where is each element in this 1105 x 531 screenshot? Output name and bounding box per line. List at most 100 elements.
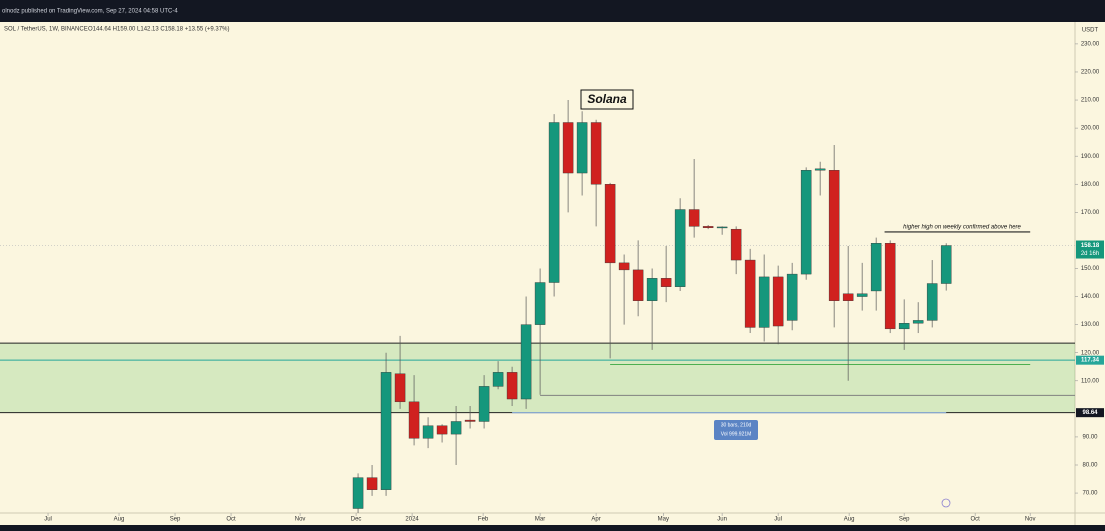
ohlc-legend: O144.64 H159.00 L142.13 C158.18 +13.55 (… xyxy=(88,27,229,33)
y-tick-label: 150.00 xyxy=(1081,266,1100,272)
candle-body xyxy=(744,259,756,328)
x-tick-label: Jun xyxy=(717,517,727,523)
x-tick-label: Nov xyxy=(295,517,306,523)
candle-body xyxy=(926,283,938,321)
x-tick-label: Aug xyxy=(114,517,125,523)
y-tick-label: 90.00 xyxy=(1082,434,1098,440)
candle-body xyxy=(632,269,644,301)
x-tick-label: Oct xyxy=(226,517,236,523)
price-tag-label: 158.18 xyxy=(1081,243,1100,249)
candle-body xyxy=(912,320,924,324)
x-tick-label: Aug xyxy=(844,517,855,523)
x-tick-label: 2024 xyxy=(405,517,419,523)
y-tick-label: 80.00 xyxy=(1082,463,1098,469)
candle-body xyxy=(716,226,728,229)
candle-body xyxy=(856,293,868,297)
y-tick-label: 180.00 xyxy=(1081,182,1100,188)
candle-body xyxy=(478,386,490,422)
candle-body xyxy=(702,226,714,228)
annotation-box xyxy=(580,89,634,110)
x-tick-label: Sep xyxy=(170,517,181,523)
price-tag xyxy=(1076,408,1104,418)
candle-body xyxy=(898,323,910,330)
x-tick-label: Dec xyxy=(351,517,362,523)
candle-body xyxy=(548,122,560,283)
y-tick-label: 70.00 xyxy=(1082,491,1098,497)
symbol-title: SOL / TetherUS, 1W, BINANCE xyxy=(4,27,88,33)
icon xyxy=(941,498,951,508)
x-tick-label: Mar xyxy=(535,517,545,523)
header-text: olnodz published on TradingView.com, Sep… xyxy=(2,9,178,15)
x-tick-label: Nov xyxy=(1025,517,1036,523)
measure-box xyxy=(714,420,758,440)
candle-body xyxy=(674,209,686,287)
candle-body xyxy=(786,273,798,321)
plot-area xyxy=(0,22,1075,513)
candle-body xyxy=(408,401,420,439)
y-tick-label: 220.00 xyxy=(1081,70,1100,76)
price-tag-label: 117.34 xyxy=(1081,358,1100,364)
countdown-label: 2d 16h xyxy=(1081,251,1099,257)
candle-body xyxy=(772,276,784,327)
candle-body xyxy=(394,373,406,403)
candle-body xyxy=(576,122,588,174)
price-unit: USDT xyxy=(1082,28,1099,34)
y-tick-label: 200.00 xyxy=(1081,126,1100,132)
candle-body xyxy=(828,170,840,301)
measure-label: 30 bars, 210d xyxy=(721,422,752,428)
candle-body xyxy=(800,170,812,275)
y-tick-label: 190.00 xyxy=(1081,154,1100,160)
candle-body xyxy=(464,419,476,422)
x-tick-label: Feb xyxy=(478,517,489,523)
price-tag-label: 98.64 xyxy=(1082,410,1098,416)
candle-body xyxy=(534,282,546,325)
y-tick-label: 230.00 xyxy=(1081,41,1100,47)
candle-body xyxy=(870,243,882,292)
candle-body xyxy=(842,293,854,301)
x-tick-label: Sep xyxy=(899,517,910,523)
candle-body xyxy=(506,372,518,400)
y-tick-label: 130.00 xyxy=(1081,322,1100,328)
candle-body xyxy=(450,421,462,435)
candle-body xyxy=(422,425,434,439)
y-tick-label: 110.00 xyxy=(1081,378,1100,384)
price-tag xyxy=(1076,240,1104,259)
header-bar xyxy=(0,0,1105,22)
candle-body xyxy=(758,276,770,328)
candle-body xyxy=(436,425,448,435)
candle-body xyxy=(660,278,672,287)
candle-body xyxy=(352,477,364,509)
candle-body xyxy=(884,243,896,330)
y-tick-label: 120.00 xyxy=(1081,350,1100,356)
candle-body xyxy=(730,228,742,261)
candle-body xyxy=(618,262,630,271)
candle-body xyxy=(646,278,658,301)
x-tick-label: Jul xyxy=(774,517,782,523)
measure-label: Vol 999.921M xyxy=(721,431,752,437)
candle-body xyxy=(688,209,700,227)
candle-body xyxy=(492,372,504,387)
price-tag xyxy=(1076,355,1104,365)
candle-body xyxy=(940,245,952,284)
candle-body xyxy=(380,372,392,490)
y-tick-label: 170.00 xyxy=(1081,210,1100,216)
candle-body xyxy=(562,122,574,174)
x-tick-label: Apr xyxy=(591,517,600,523)
candle-body xyxy=(604,184,616,264)
y-tick-label: 210.00 xyxy=(1081,98,1100,104)
candle-body xyxy=(520,324,532,400)
candle-body xyxy=(590,122,602,185)
support-zone xyxy=(0,343,1075,413)
x-tick-label: Oct xyxy=(970,517,980,523)
annotation: higher high on weekly confirmed above he… xyxy=(903,225,1021,231)
plot-layer xyxy=(0,100,1075,513)
candle-body xyxy=(366,477,378,490)
annotation: Solana xyxy=(587,92,627,106)
y-tick-label: 140.00 xyxy=(1081,294,1100,300)
x-tick-label: May xyxy=(658,517,669,523)
footer-bar xyxy=(0,525,1105,531)
candle-body xyxy=(814,168,826,171)
x-tick-label: Jul xyxy=(44,517,52,523)
